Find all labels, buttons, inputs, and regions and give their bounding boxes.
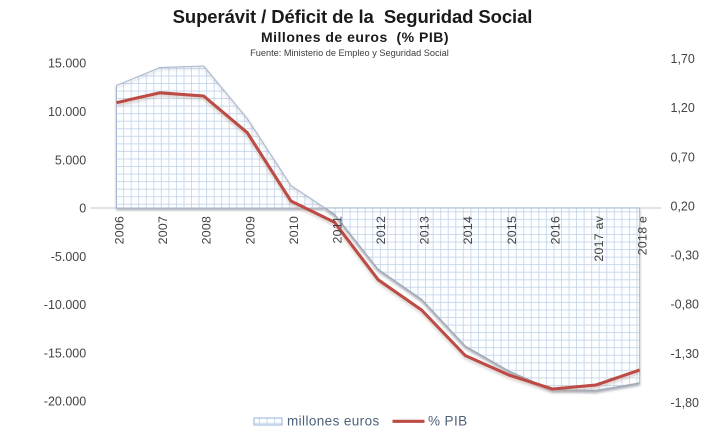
svg-text:10.000: 10.000 (48, 105, 86, 119)
svg-text:0: 0 (79, 202, 86, 216)
svg-text:-0,30: -0,30 (671, 249, 700, 263)
svg-text:2012: 2012 (374, 216, 388, 245)
svg-text:-20.000: -20.000 (44, 395, 86, 409)
svg-text:2014: 2014 (461, 216, 475, 245)
svg-text:-0,80: -0,80 (671, 298, 700, 312)
svg-text:2013: 2013 (418, 216, 432, 245)
svg-text:2017 av: 2017 av (592, 215, 606, 261)
svg-text:2016: 2016 (548, 216, 562, 245)
svg-text:-15.000: -15.000 (44, 346, 86, 360)
svg-text:-5.000: -5.000 (51, 250, 86, 264)
svg-text:2006: 2006 (113, 216, 127, 245)
svg-text:-1,30: -1,30 (671, 347, 700, 361)
svg-text:2010: 2010 (287, 216, 301, 245)
svg-text:0,20: 0,20 (671, 200, 695, 214)
svg-text:1,70: 1,70 (671, 52, 695, 66)
svg-text:15.000: 15.000 (48, 57, 86, 71)
svg-text:5.000: 5.000 (55, 153, 86, 167)
svg-text:-1,80: -1,80 (671, 396, 700, 410)
svg-text:2009: 2009 (243, 216, 257, 245)
svg-text:1,20: 1,20 (671, 101, 695, 115)
svg-text:2007: 2007 (156, 216, 170, 245)
svg-text:2018 e: 2018 e (636, 216, 650, 255)
svg-text:millones euros: millones euros (287, 414, 380, 429)
svg-text:-10.000: -10.000 (44, 298, 86, 312)
svg-text:2015: 2015 (505, 216, 519, 245)
svg-text:0,70: 0,70 (671, 150, 695, 164)
svg-text:2008: 2008 (200, 216, 214, 245)
svg-text:% PIB: % PIB (428, 414, 468, 429)
svg-text:2011: 2011 (331, 216, 345, 244)
